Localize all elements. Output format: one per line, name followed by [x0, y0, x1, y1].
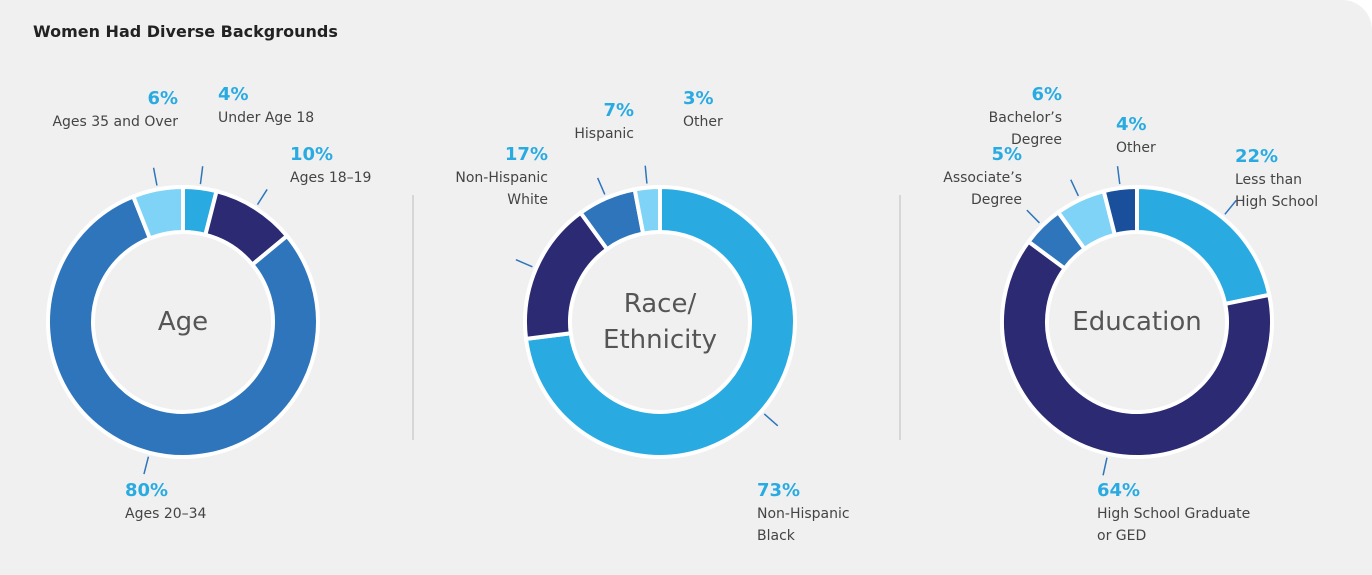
leader-line	[1026, 209, 1041, 224]
slice	[1000, 238, 1274, 459]
category-label: Other	[683, 114, 723, 130]
value-label: 4%	[1116, 114, 1147, 135]
category-label: Non-Hispanic White	[455, 170, 548, 208]
value-label: 6%	[1031, 84, 1062, 105]
value-label: 64%	[1097, 480, 1141, 501]
leader-line	[199, 166, 204, 185]
leader-line	[152, 167, 158, 186]
value-label: 4%	[218, 84, 249, 105]
slice	[523, 184, 797, 459]
leader-line	[1116, 166, 1121, 185]
center-label: Age	[157, 307, 209, 337]
category-label: Ages 20–34	[125, 506, 207, 522]
category-label: Associate’s Degree	[943, 170, 1022, 208]
slice	[1101, 184, 1139, 238]
category-label: Non-Hispanic Black	[757, 506, 850, 544]
slice	[46, 193, 320, 459]
leader-line	[256, 189, 268, 206]
value-label: 22%	[1235, 146, 1279, 167]
leader-line	[515, 258, 533, 268]
leader-line	[596, 177, 606, 195]
leader-line	[1102, 457, 1108, 476]
slice	[130, 184, 185, 241]
center-label: Race/ Ethnicity	[603, 289, 717, 355]
value-label: 80%	[125, 480, 169, 501]
category-label: Ages 18–19	[290, 170, 372, 186]
value-label: 10%	[290, 144, 334, 165]
category-label: Bachelor’s Degree	[988, 110, 1062, 148]
value-label: 17%	[504, 144, 548, 165]
leader-line	[1070, 179, 1080, 197]
value-label: 3%	[683, 88, 714, 109]
value-label: 5%	[991, 144, 1022, 165]
category-label: High School Graduate or GED	[1097, 506, 1251, 544]
center-label: Education	[1072, 307, 1202, 337]
leader-line	[763, 413, 779, 427]
value-label: 73%	[757, 480, 801, 501]
leader-line	[1224, 199, 1237, 215]
category-label: Hispanic	[574, 126, 634, 142]
page-title: Women Had Diverse Backgrounds	[33, 22, 338, 41]
category-label: Ages 35 and Over	[52, 114, 178, 130]
category-label: Other	[1116, 140, 1156, 156]
slice	[632, 184, 662, 236]
leader-line	[143, 456, 150, 475]
value-label: 6%	[147, 88, 178, 109]
category-label: Less than High School	[1235, 172, 1319, 210]
leader-line	[644, 165, 648, 184]
value-label: 7%	[603, 100, 634, 121]
category-label: Under Age 18	[218, 110, 315, 126]
